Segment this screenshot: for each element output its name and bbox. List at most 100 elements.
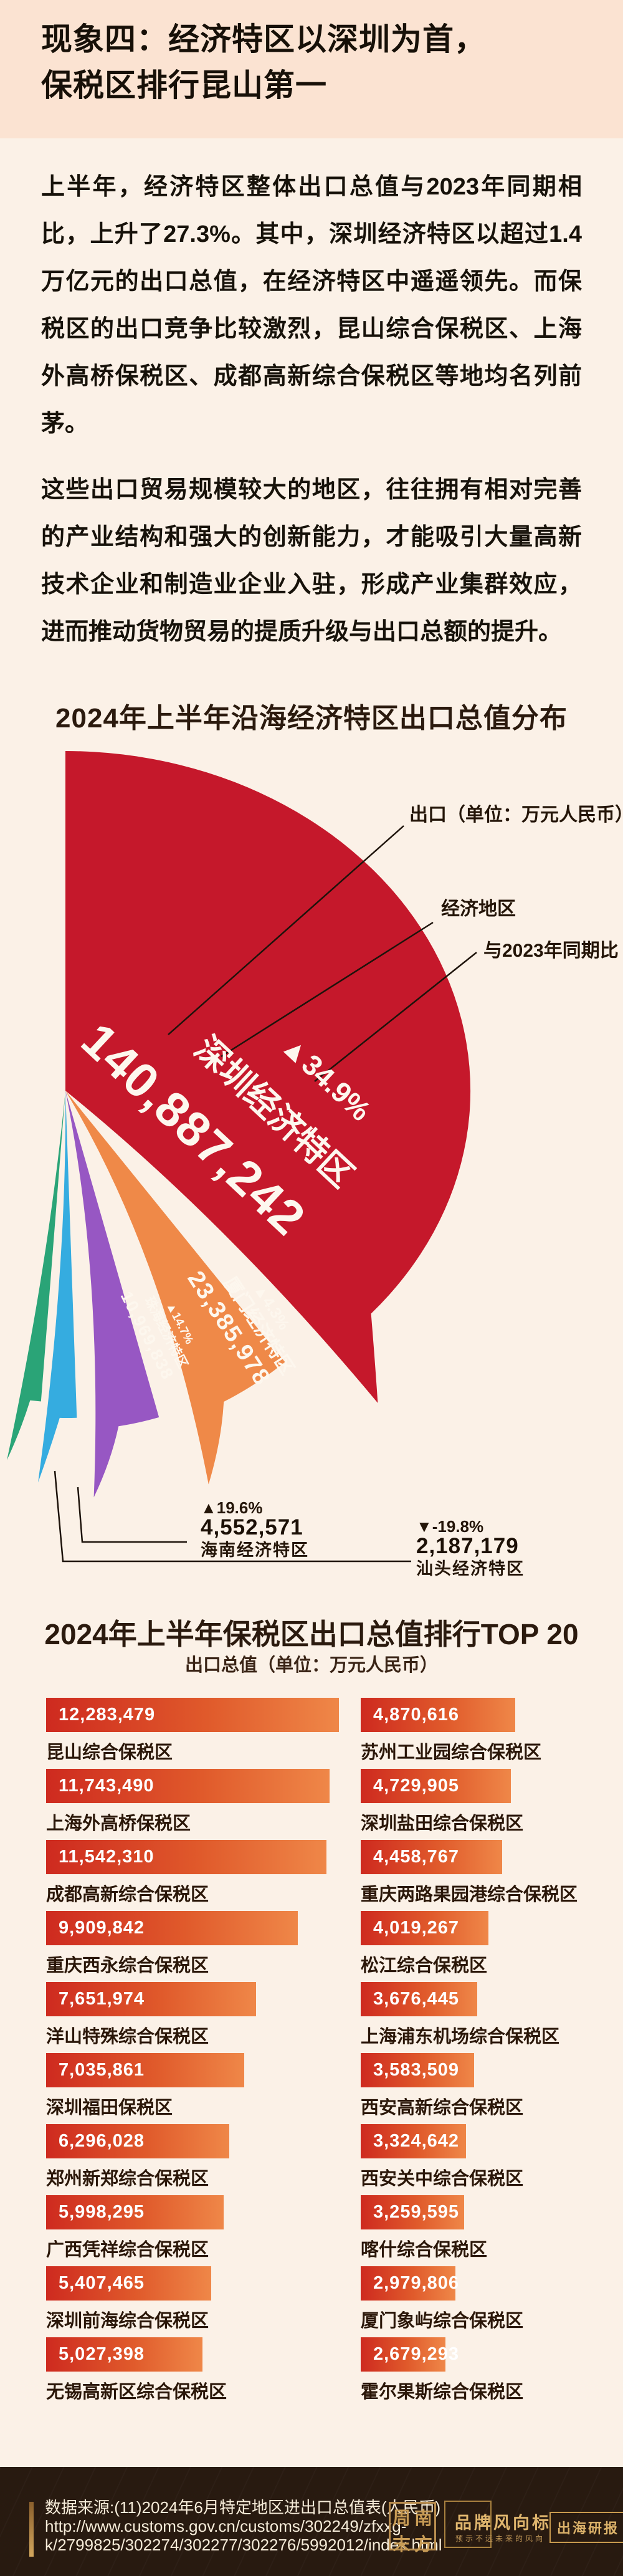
bar: 5,027,398 <box>46 2337 202 2372</box>
bar-label: 西安高新综合保税区 <box>361 2098 524 2118</box>
seal-char: 周 <box>392 2509 411 2529</box>
bar: 2,979,806 <box>361 2266 459 2301</box>
bar: 11,743,490 <box>46 1769 330 1803</box>
bar-row-rank-4: 9,909,842 重庆西永综合保税区 <box>46 1911 351 1982</box>
bar-row-rank-17: 3,324,642 西安关中综合保税区 <box>361 2124 622 2195</box>
bar-label: 郑州新郑综合保税区 <box>46 2169 209 2189</box>
intro-paragraph-1: 上半年，经济特区整体出口总值与2023年同期相比，上升了27.3%。其中，深圳经… <box>41 174 582 437</box>
bar-row-rank-6: 7,035,861 深圳福田保税区 <box>46 2053 351 2124</box>
callout-hainan-name: 海南经济特区 <box>201 1540 309 1559</box>
bar-value: 2,679,293 <box>373 2344 460 2364</box>
callout-shantou-name: 汕头经济特区 <box>416 1559 525 1578</box>
bar-value: 5,407,465 <box>59 2273 145 2293</box>
bar: 2,679,293 <box>361 2337 459 2372</box>
callout-line-shantou <box>54 1470 411 1563</box>
callout-hainan-value: 4,552,571 <box>201 1515 303 1539</box>
bar-row-rank-20: 2,679,293 霍尔果斯综合保税区 <box>361 2337 622 2408</box>
bar: 4,870,616 <box>361 1698 515 1732</box>
bar-value: 3,676,445 <box>373 1989 460 2009</box>
page-title-line2: 保税区排行昆山第一 <box>41 68 327 103</box>
bar-row-rank-8: 5,998,295 广西凭祥综合保税区 <box>46 2195 351 2266</box>
bar-row-rank-3: 11,542,310 成都高新综合保税区 <box>46 1840 351 1911</box>
bar: 6,296,028 <box>46 2124 229 2158</box>
bar-value: 7,651,974 <box>59 1989 145 2009</box>
bar-row-rank-18: 3,259,595 喀什综合保税区 <box>361 2195 622 2266</box>
bar: 5,407,465 <box>46 2266 211 2301</box>
bar-label: 深圳前海综合保税区 <box>46 2311 209 2331</box>
bar: 7,651,974 <box>46 1982 256 2016</box>
bar-column-left: 12,283,479 昆山综合保税区 11,743,490 上海外高桥保税区 11,54… <box>46 1698 351 2408</box>
report-badge: 出海研报 <box>549 2512 623 2543</box>
brand-subtitle: 预示不远未来的风向 <box>455 2534 546 2543</box>
legend-export-label: 出口（单位：万元人民币） <box>409 804 623 825</box>
southern-weekly-seal-logo: 周 南 末 方 <box>389 2502 436 2555</box>
pie-slice-2 <box>65 1091 285 1485</box>
bar-label: 洋山特殊综合保税区 <box>46 2027 209 2047</box>
pie-chart-title: 2024年上半年沿海经济特区出口总值分布 <box>55 703 568 734</box>
bar-label: 深圳盐田综合保税区 <box>361 1814 524 1834</box>
bar: 9,909,842 <box>46 1911 298 1945</box>
bar-label: 霍尔果斯综合保税区 <box>361 2382 524 2402</box>
header-band: 现象四：经济特区以深圳为首， 保税区排行昆山第一 <box>0 0 623 138</box>
legend-region-label: 经济地区 <box>441 898 516 919</box>
bar-label: 深圳福田保税区 <box>46 2098 173 2118</box>
bar-value: 4,019,267 <box>373 1918 460 1938</box>
bar-row-rank-13: 4,458,767 重庆两路果园港综合保税区 <box>361 1840 622 1911</box>
callout-shantou-yoy: ▼-19.8% <box>416 1517 483 1536</box>
bar-label: 上海浦东机场综合保税区 <box>361 2027 560 2047</box>
source-accent-bar <box>29 2502 34 2557</box>
intro-paragraph-2: 这些出口贸易规模较大的地区，往往拥有相对完善的产业结构和强大的创新能力，才能吸引… <box>41 477 582 645</box>
brand-title: 品牌风向标 <box>455 2514 551 2532</box>
seal-char: 末 <box>392 2535 411 2555</box>
bar-label: 重庆西永综合保税区 <box>46 1956 209 1976</box>
footer: 数据来源:(11)2024年6月特定地区进出口总值表(人民币) http://w… <box>0 2467 623 2576</box>
seal-char: 方 <box>414 2535 432 2555</box>
bar-label: 广西凭祥综合保税区 <box>46 2240 209 2260</box>
data-source-url-line1[interactable]: http://www.customs.gov.cn/customs/302249… <box>45 2517 407 2535</box>
bar-label: 重庆两路果园港综合保税区 <box>361 1885 578 1905</box>
bar-column-right: 4,870,616 苏州工业园综合保税区 4,729,905 深圳盐田综合保税区 4,4… <box>361 1698 622 2408</box>
data-source: 数据来源:(11)2024年6月特定地区进出口总值表(人民币) http://w… <box>45 2498 442 2554</box>
legend-line-region <box>221 921 434 1058</box>
bar-value: 12,283,479 <box>59 1705 156 1725</box>
pie-slice-3 <box>65 1091 159 1498</box>
callout-shantou-value: 2,187,179 <box>416 1534 519 1558</box>
brand-logo-frame: 品牌风向标 预示不远未来的风向 <box>444 2501 549 2548</box>
bar-label: 成都高新综合保税区 <box>46 1885 209 1905</box>
bar: 4,458,767 <box>361 1840 502 1874</box>
legend-line-yoy <box>314 952 477 1082</box>
bar-row-rank-10: 5,027,398 无锡高新区综合保税区 <box>46 2337 351 2408</box>
bar-label: 厦门象屿综合保税区 <box>361 2311 524 2331</box>
pie-slice-5 <box>7 1091 66 1460</box>
pie-chart: 出口（单位：万元人民币） 经济地区 与2023年同期比 140,887,242 … <box>7 751 623 1578</box>
bar: 4,729,905 <box>361 1769 511 1803</box>
seal-char: 南 <box>414 2509 432 2529</box>
bar-row-rank-12: 4,729,905 深圳盐田综合保税区 <box>361 1769 622 1840</box>
bar: 5,998,295 <box>46 2195 224 2229</box>
bar-value: 3,324,642 <box>373 2131 460 2151</box>
bar-value: 7,035,861 <box>59 2060 145 2080</box>
bar-value: 4,729,905 <box>373 1776 460 1796</box>
bar-value: 11,743,490 <box>59 1776 155 1796</box>
bar-row-rank-16: 3,583,509 西安高新综合保税区 <box>361 2053 622 2124</box>
bar-label: 昆山综合保税区 <box>46 1743 173 1763</box>
bar-value: 9,909,842 <box>59 1918 145 1938</box>
bar-row-rank-11: 4,870,616 苏州工业园综合保税区 <box>361 1698 622 1769</box>
bar-label: 松江综合保税区 <box>361 1956 488 1976</box>
bar: 11,542,310 <box>46 1840 326 1874</box>
bar-value: 6,296,028 <box>59 2131 145 2151</box>
bar-value: 4,458,767 <box>373 1847 460 1867</box>
bar-row-rank-19: 2,979,806 厦门象屿综合保税区 <box>361 2266 622 2337</box>
bar-chart-title: 2024年上半年保税区出口总值排行TOP 20 <box>44 1618 579 1650</box>
bar-value: 3,583,509 <box>373 2060 460 2080</box>
data-source-url-line2[interactable]: k/2799825/302274/302277/302276/5992012/i… <box>45 2535 442 2554</box>
legend-line-export <box>168 825 404 1035</box>
bar-row-rank-14: 4,019,267 松江综合保税区 <box>361 1911 622 1982</box>
page-title-line1: 现象四：经济特区以深圳为首， <box>41 22 486 57</box>
bar-value: 5,998,295 <box>59 2202 145 2222</box>
bar-row-rank-2: 11,743,490 上海外高桥保税区 <box>46 1769 351 1840</box>
footer-decoration <box>0 2467 623 2576</box>
bar: 3,583,509 <box>361 2053 474 2087</box>
bar-value: 2,979,806 <box>373 2273 460 2293</box>
